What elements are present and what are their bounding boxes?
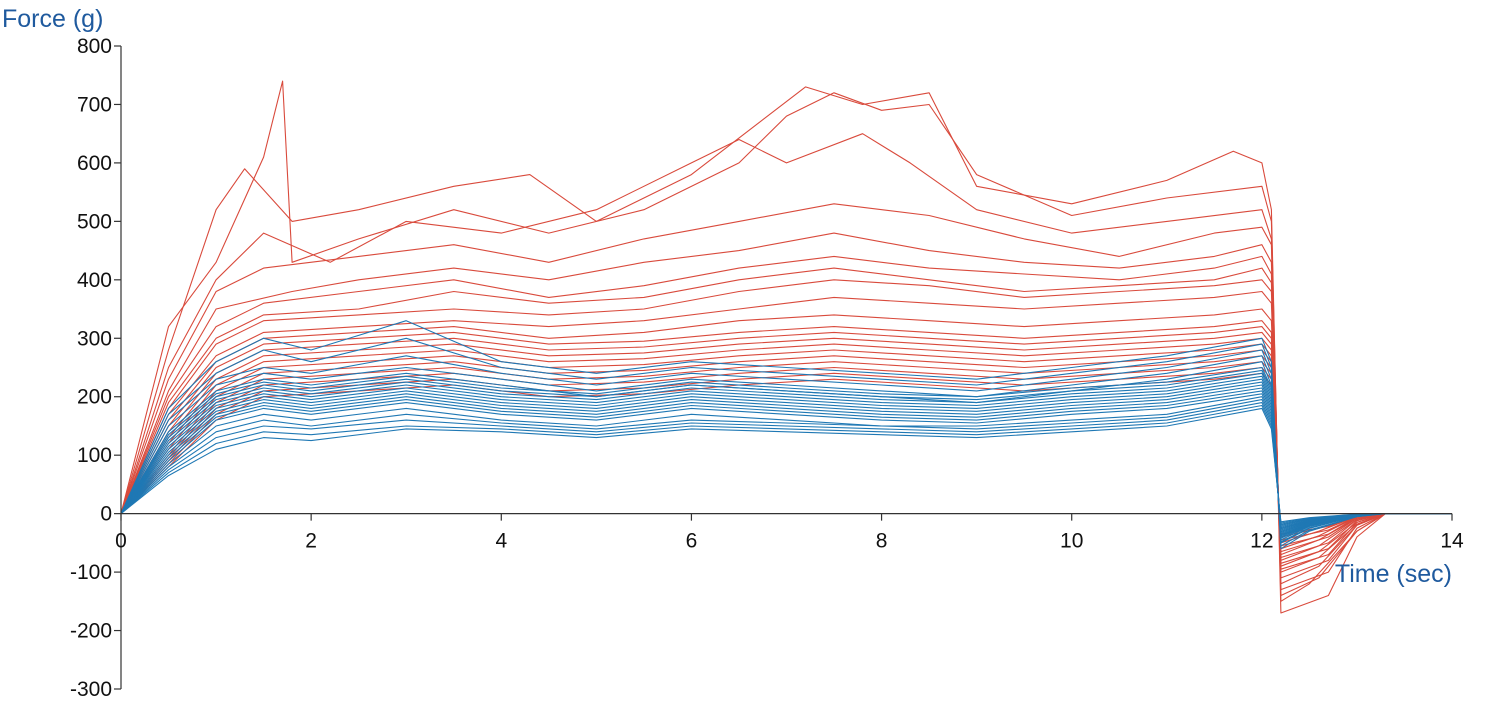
y-tick-label-100: 100	[77, 444, 112, 467]
blue-trace-18	[120, 402, 1452, 525]
blue-trace-11	[120, 381, 1452, 533]
y-tick-label-500: 500	[77, 210, 112, 233]
red-trace-9	[120, 290, 1452, 567]
red-trace-3	[120, 133, 1452, 597]
red-trace-10	[120, 308, 1452, 564]
y-tick-label-0: 0	[100, 503, 112, 526]
y-tick-label--300: -300	[70, 678, 112, 701]
x-tick-label-10: 10	[1060, 530, 1083, 553]
red-trace-6	[120, 255, 1452, 579]
red-trace-13	[120, 331, 1452, 556]
blue-trace-8	[120, 372, 1452, 537]
blue-trace-4	[120, 355, 1452, 543]
y-tick-label-300: 300	[77, 327, 112, 350]
y-tick-label-200: 200	[77, 386, 112, 409]
x-tick-label-0: 0	[115, 530, 127, 553]
blue-trace-13	[120, 387, 1452, 531]
blue-trace-2	[120, 337, 1452, 547]
blue-trace-12	[120, 384, 1452, 532]
red-trace-14	[120, 337, 1452, 553]
x-tick-label-4: 4	[495, 530, 507, 553]
blue-trace-7	[120, 369, 1452, 538]
red-trace-group	[120, 80, 1452, 614]
blue-trace-15	[120, 393, 1452, 529]
blue-trace-19	[120, 404, 1452, 524]
x-tick-label-6: 6	[686, 530, 698, 553]
blue-trace-3	[120, 349, 1452, 544]
blue-trace-17	[120, 399, 1452, 526]
x-tick-label-14: 14	[1440, 530, 1464, 553]
x-tick-label-2: 2	[305, 530, 317, 553]
red-trace-11	[120, 320, 1452, 561]
blue-trace-9	[120, 375, 1452, 536]
x-tick-label-8: 8	[876, 530, 888, 553]
blue-trace-16	[120, 396, 1452, 528]
x-tick-label-12: 12	[1250, 530, 1273, 553]
blue-trace-10	[120, 378, 1452, 535]
y-axis-title: Force (g)	[2, 5, 103, 33]
axes	[114, 45, 1453, 690]
x-axis-title: Time (sec)	[1335, 560, 1452, 588]
y-tick-label--200: -200	[70, 620, 112, 643]
y-tick-label--100: -100	[70, 561, 112, 584]
red-trace-8	[120, 279, 1452, 570]
red-trace-12	[120, 326, 1452, 559]
blue-trace-group	[120, 320, 1452, 550]
red-trace-4	[120, 203, 1452, 591]
y-tick-label-700: 700	[77, 93, 112, 116]
blue-trace-20	[120, 407, 1452, 523]
blue-trace-6	[120, 366, 1452, 539]
y-tick-label-400: 400	[77, 269, 112, 292]
y-tick-label-600: 600	[77, 152, 112, 175]
red-trace-2	[120, 86, 1452, 614]
red-trace-5	[120, 232, 1452, 585]
blue-trace-1	[120, 320, 1452, 550]
blue-trace-14	[120, 390, 1452, 530]
y-tick-label-800: 800	[77, 35, 112, 58]
red-trace-7	[120, 267, 1452, 573]
red-trace-20	[120, 372, 1452, 535]
